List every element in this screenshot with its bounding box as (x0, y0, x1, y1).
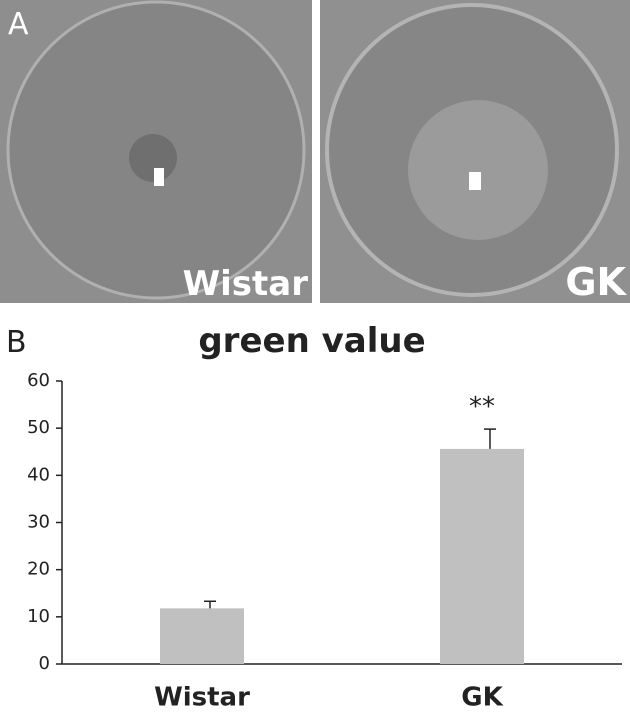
reflection (469, 172, 481, 190)
panel-label: B (6, 325, 27, 360)
y-tick-label: 10 (27, 606, 50, 627)
opacity-gk (408, 100, 548, 240)
chart-title: green value (198, 321, 425, 361)
image-label: Wistar (183, 264, 309, 304)
error-bar (204, 600, 216, 609)
x-tick-label: GK (461, 683, 503, 713)
pupil-wistar (129, 134, 177, 182)
bar (440, 448, 524, 664)
y-tick-label: 20 (27, 559, 50, 580)
bar (160, 608, 244, 664)
y-tick-label: 30 (27, 512, 50, 533)
y-tick-label: 60 (27, 370, 50, 391)
error-bar (484, 428, 496, 449)
y-tick-label: 0 (39, 653, 50, 674)
reflection (154, 168, 164, 186)
y-tick-label: 50 (27, 417, 50, 438)
image-label: GK (565, 260, 627, 304)
panel-label: A (8, 7, 29, 42)
x-tick-label: Wistar (154, 683, 250, 713)
annotation: ** (469, 392, 495, 422)
y-tick-label: 40 (27, 464, 50, 485)
panel-a: A Wistar GK (0, 0, 630, 304)
